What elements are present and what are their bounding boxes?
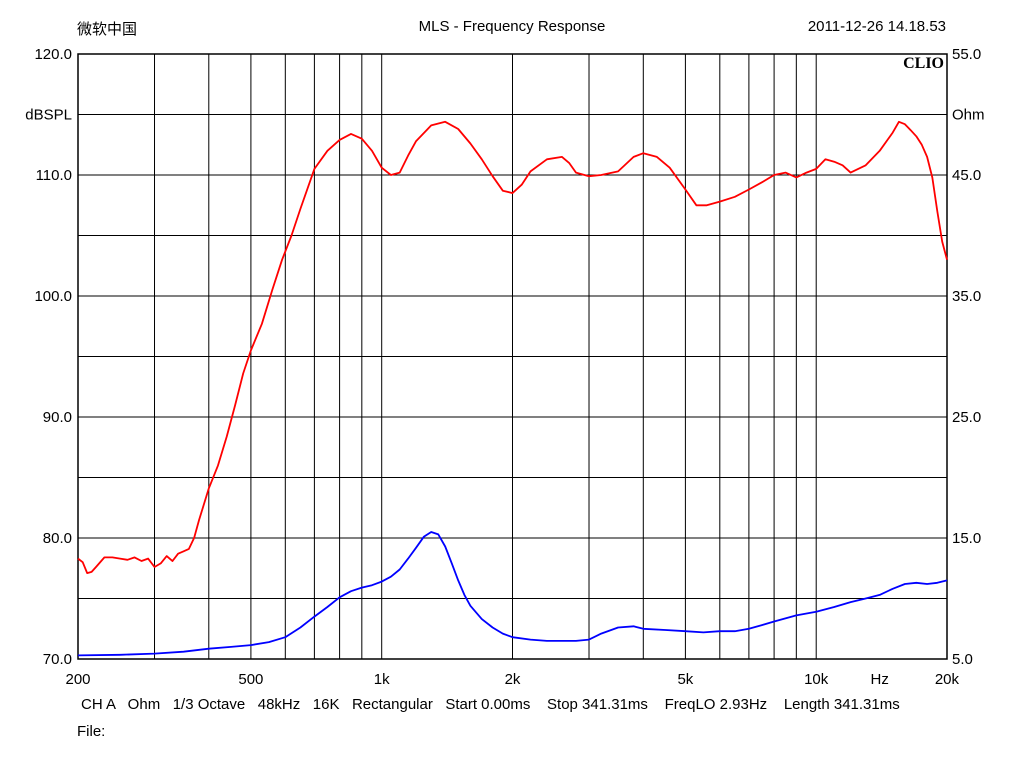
y-tick-label: 100.0 bbox=[34, 288, 72, 305]
y-tick-label: 90.0 bbox=[43, 409, 72, 426]
measurement-settings: CH A Ohm 1/3 Octave 48kHz 16K Rectangula… bbox=[81, 696, 900, 713]
x-tick-label: 500 bbox=[238, 671, 263, 688]
y-tick-label: 80.0 bbox=[43, 530, 72, 547]
x-tick-label: 2k bbox=[505, 671, 521, 688]
header-datetime: 2011-12-26 14.18.53 bbox=[807, 18, 946, 35]
y-axis-label: dBSPL bbox=[25, 107, 72, 124]
y2-tick-label: 45.0 bbox=[952, 167, 981, 184]
impedance-line bbox=[77, 531, 948, 657]
x-tick-label: 20k bbox=[935, 671, 960, 688]
y-tick-label: 110.0 bbox=[36, 167, 72, 184]
spl-response-line bbox=[77, 120, 948, 574]
y2-tick-label: 15.0 bbox=[952, 530, 981, 547]
x-tick-label: 10k bbox=[804, 671, 829, 688]
y2-axis-label: Ohm bbox=[952, 107, 985, 124]
header-left-label: 微软中国 bbox=[77, 21, 138, 38]
x-tick-label: 200 bbox=[65, 671, 90, 688]
y2-tick-label: 5.0 bbox=[952, 651, 973, 668]
y-tick-label: 120.0 bbox=[34, 46, 72, 63]
clio-brand-logo: CLIO bbox=[903, 55, 944, 72]
frequency-response-chart: 70.0 80.0 90.0 100.0 110.0 120.0 5.0 15.0 25.0 35… bbox=[25, 46, 985, 688]
y-tick-label: 70.0 bbox=[43, 651, 72, 668]
y2-tick-label: 35.0 bbox=[952, 288, 981, 305]
chart-title: MLS - Frequency Response bbox=[418, 18, 606, 35]
x-tick-label: 1k bbox=[374, 671, 390, 688]
y2-tick-label: 25.0 bbox=[952, 409, 981, 426]
x-axis-unit-label: Hz bbox=[871, 671, 889, 688]
file-label: File: bbox=[77, 723, 106, 740]
x-tick-label: 5k bbox=[677, 671, 693, 688]
plot-frame bbox=[77, 53, 948, 660]
y2-tick-label: 55.0 bbox=[952, 46, 981, 63]
